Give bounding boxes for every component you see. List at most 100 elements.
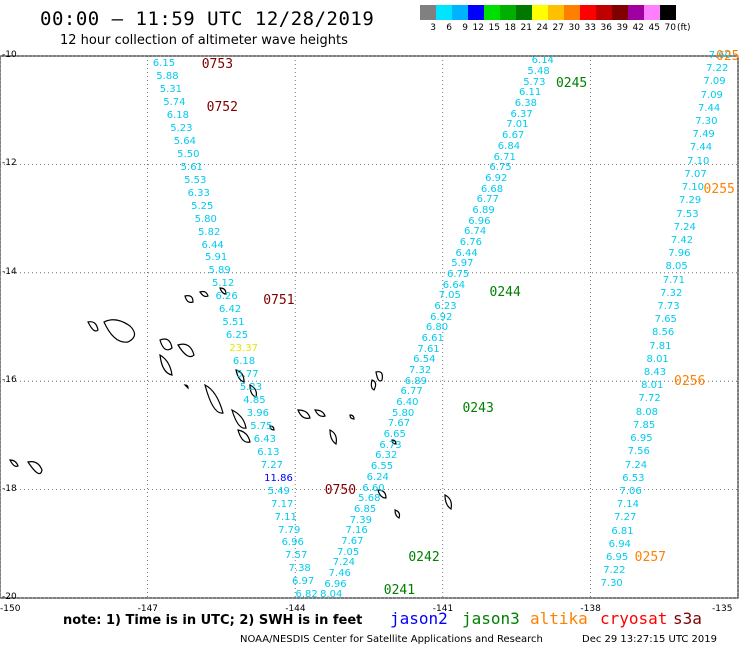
scale-label: 45 — [648, 23, 660, 33]
lon-label: -138 — [580, 604, 601, 614]
lat-label: -18 — [2, 483, 17, 494]
scale-label: 12 — [472, 23, 484, 33]
lat-label: -10 — [2, 50, 17, 60]
wave-height-value: 8.56 — [651, 327, 675, 339]
wave-height-value: 6.84 — [497, 140, 521, 152]
island-outline — [375, 371, 383, 382]
wave-height-value: 5.97 — [451, 258, 474, 270]
island-outline — [199, 290, 209, 298]
lon-label: -135 — [712, 604, 733, 614]
scale-label: 36 — [600, 23, 612, 33]
wave-height-value: 23.37 — [229, 343, 259, 355]
lat-label: -12 — [2, 158, 17, 169]
scale-label: 39 — [616, 23, 628, 33]
scale-swatch — [420, 5, 436, 20]
wave-height-value: 6.11 — [518, 87, 542, 99]
wave-height-value: 5.91 — [205, 252, 228, 264]
wave-height-value: 7.32 — [408, 365, 432, 377]
wave-height-value: 6.40 — [396, 397, 419, 409]
wave-height-value: 6.13 — [257, 446, 280, 458]
pass-time-label: 0750 — [324, 482, 357, 498]
wave-height-value: 5.53 — [184, 174, 207, 186]
pass-time-label: 0242 — [408, 550, 440, 566]
wave-height-value: 6.75 — [489, 162, 512, 174]
satellite-name: cryosat — [600, 609, 668, 628]
island-outline — [204, 383, 224, 414]
wave-height-value: 7.05 — [438, 290, 461, 302]
scale-swatch — [452, 5, 468, 20]
wave-height-value: 5.25 — [191, 200, 214, 212]
wave-height-value: 7.09 — [700, 89, 723, 101]
scale-swatch — [516, 5, 532, 20]
wave-height-value: 6.18 — [232, 356, 256, 368]
island-outline — [391, 439, 397, 445]
wave-height-value: 6.68 — [480, 183, 504, 195]
wave-height-value: 5.73 — [523, 76, 546, 88]
island-outline — [87, 321, 99, 332]
wave-height-value: 5.88 — [156, 71, 179, 83]
pass-time-label: 0753 — [201, 57, 234, 73]
island-outline — [237, 429, 251, 443]
wave-height-value: 5.51 — [222, 317, 245, 329]
wave-height-value: 6.26 — [215, 291, 238, 303]
lon-label: -141 — [432, 604, 454, 614]
lon-label: -150 — [0, 604, 21, 614]
pass-time-label: 0245 — [555, 76, 588, 92]
wave-height-value: 6.65 — [383, 429, 406, 441]
wave-height-value: 7.71 — [662, 274, 686, 286]
pass-time-label: 0256 — [674, 374, 706, 390]
wave-height-value: 8.05 — [665, 261, 688, 273]
wave-height-value: 7.14 — [616, 499, 640, 511]
wave-height-value: 6.96 — [468, 215, 491, 227]
pass-time-label: 0244 — [489, 284, 521, 300]
wave-height-value: 7.27 — [260, 459, 283, 471]
island-outline — [183, 384, 189, 390]
wave-height-value: 7.07 — [684, 168, 707, 180]
wave-height-value: 6.95 — [605, 552, 629, 564]
wave-height-value: 7.65 — [654, 314, 677, 326]
wave-height-value: 6.67 — [502, 130, 525, 142]
wave-height-value: 6.18 — [166, 109, 189, 121]
wave-height-value: 7.24 — [332, 557, 356, 569]
wave-height-value: 6.23 — [434, 301, 457, 312]
pass-time-label: 0751 — [263, 292, 295, 308]
satellite-name: jason2 — [390, 609, 448, 628]
wave-height-value: 7.22 — [603, 565, 626, 577]
island-outline — [103, 319, 136, 343]
note-text: note: 1) Time is in UTC; 2) SWH is in fe… — [63, 613, 363, 628]
island-outline — [444, 494, 452, 510]
island-outline — [177, 343, 195, 358]
scale-swatch — [548, 5, 564, 20]
wave-height-value: 7.10 — [687, 155, 710, 167]
scale-label: 33 — [584, 23, 596, 33]
wave-height-value: 7.30 — [695, 116, 718, 128]
island-outline — [269, 425, 275, 431]
wave-height-value: 7.10 — [681, 182, 704, 194]
wave-height-value: 7.96 — [668, 248, 691, 260]
satellite-name: jason3 — [462, 609, 520, 628]
scale-swatch — [596, 5, 612, 20]
wave-height-value: 5.23 — [170, 122, 193, 134]
scale-swatch — [484, 5, 500, 20]
wave-height-value: 6.96 — [281, 537, 304, 549]
lat-label: -14 — [2, 266, 17, 277]
island-outline — [394, 509, 401, 519]
island-outline — [377, 489, 387, 499]
wave-height-value: 6.81 — [611, 525, 634, 537]
wave-height-value: 5.48 — [527, 66, 550, 78]
wave-height-value: 5.50 — [177, 148, 200, 160]
wave-height-value: 7.01 — [506, 119, 529, 131]
wave-height-value: 6.94 — [608, 538, 631, 550]
wave-height-value: 6.43 — [253, 433, 276, 445]
wave-height-value: 6.60 — [362, 482, 385, 494]
islands — [9, 287, 452, 519]
wave-height-value: 5.12 — [211, 278, 235, 290]
wave-height-value: 7.72 — [638, 393, 661, 405]
wave-height-value: 4.85 — [243, 394, 266, 406]
wave-height-value: 6.33 — [187, 187, 210, 199]
wave-height-value: 5.68 — [358, 493, 381, 505]
wave-height-value: 6.55 — [370, 461, 394, 473]
wave-height-value: 6.42 — [218, 304, 242, 316]
wave-height-value: 6.37 — [510, 108, 533, 120]
wave-height-value: 7.73 — [657, 301, 680, 312]
